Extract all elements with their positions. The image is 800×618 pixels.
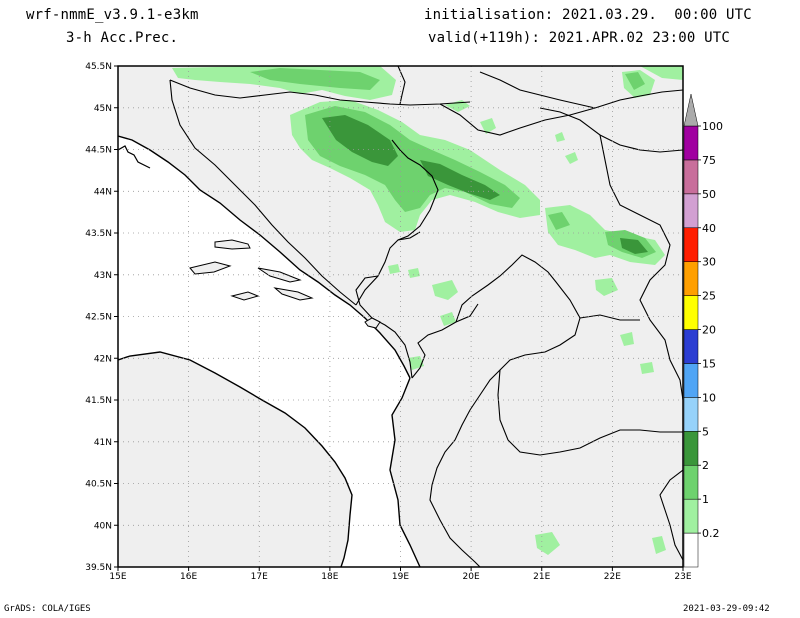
lat-label: 43.5N [85, 229, 112, 239]
lon-label: 15E [109, 572, 126, 582]
island [214, 239, 251, 250]
colorbar-box [683, 261, 699, 296]
colorbar-label: 10 [702, 391, 716, 404]
colorbar-label: 75 [702, 154, 716, 167]
land-italy [118, 352, 352, 567]
lat-label: 42N [94, 354, 112, 364]
island [273, 287, 314, 301]
precip-heavy [322, 115, 648, 254]
colorbar-label: 25 [702, 290, 716, 303]
lat-label: 41.5N [85, 396, 112, 406]
lon-label: 21E [533, 572, 550, 582]
colorbar-box [683, 193, 699, 229]
colorbar-box [683, 295, 699, 330]
colorbar-box [683, 125, 699, 161]
footer-credit: GrADS: COLA/IGES [4, 604, 91, 614]
lat-label: 45N [94, 104, 112, 114]
colorbar-box [683, 498, 699, 534]
island [189, 261, 232, 275]
lon-label: 20E [463, 572, 480, 582]
colorbar-box [683, 227, 699, 262]
lat-label: 44N [94, 187, 112, 197]
field-name: 3-h Acc.Prec. [66, 30, 179, 46]
lat-axis: 45.5N 45N 44.5N 44N 43.5N 43N 42.5N 42N 41.5N 41N… [85, 62, 118, 573]
lat-label: 42.5N [85, 313, 112, 323]
colorbar-box [683, 431, 699, 466]
valid-time: valid(+119h): 2021.APR.02 23:00 UTC [428, 30, 731, 46]
lat-gridlines [118, 107, 683, 526]
colorbar-label: 2 [702, 459, 709, 472]
coastline-dalmatia [118, 135, 411, 379]
lon-label: 22E [604, 572, 621, 582]
colorbar-label: 1 [702, 493, 709, 506]
model-name: wrf-nmmE_v3.9.1-e3km [26, 7, 199, 23]
lon-label: 23E [674, 572, 691, 582]
island [230, 291, 260, 301]
lat-label: 44.5N [85, 146, 112, 156]
colorbar-box [683, 397, 699, 432]
lon-label: 17E [251, 572, 268, 582]
colorbar-label: 5 [702, 425, 709, 438]
lon-axis: 15E 16E 17E 18E 19E 20E 21E 22E 23E [109, 567, 692, 582]
colorbar-label: 20 [702, 324, 716, 337]
colorbar-box [683, 532, 699, 568]
lon-label: 16E [180, 572, 197, 582]
colorbar-box [683, 464, 699, 500]
colorbar-label: 0.2 [702, 527, 720, 540]
colorbar-box [683, 329, 699, 364]
lat-label: 43N [94, 271, 112, 281]
colorbar-box [683, 159, 699, 195]
lat-label: 45.5N [85, 62, 112, 72]
coastline-albania [389, 377, 421, 567]
lon-gridlines [188, 66, 613, 567]
lat-label: 39.5N [85, 563, 112, 573]
colorbar-label: 30 [702, 256, 716, 269]
lat-label: 40N [94, 521, 112, 531]
colorbar-label: 50 [702, 188, 716, 201]
colorbar-label: 100 [702, 120, 723, 133]
colorbar-arrow [683, 93, 699, 127]
bay-of-kotor [364, 317, 381, 329]
coastline-istria [118, 145, 151, 169]
init-time: initialisation: 2021.03.29. 00:00 UTC [424, 7, 752, 23]
colorbar-label: 40 [702, 222, 716, 235]
lat-label: 40.5N [85, 480, 112, 490]
colorbar-label: 15 [702, 357, 716, 370]
lat-label: 41N [94, 438, 112, 448]
colorbar-box [683, 363, 699, 398]
lon-label: 18E [321, 572, 338, 582]
footer-timestamp: 2021-03-29-09:42 [683, 604, 770, 614]
lon-label: 19E [392, 572, 409, 582]
coastline-italy [118, 351, 353, 567]
